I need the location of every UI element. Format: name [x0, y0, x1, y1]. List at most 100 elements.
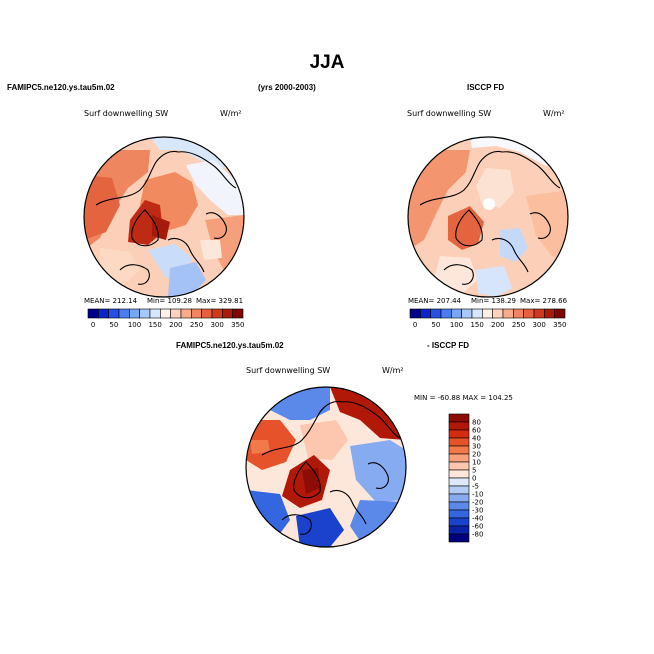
colorbar-swatch [160, 308, 171, 319]
model-map [83, 136, 245, 298]
colorbar-swatch [108, 308, 120, 319]
colorbar-tick-label: 150 [470, 321, 483, 329]
colorbar-swatch [448, 501, 470, 511]
colorbar-swatch [448, 477, 470, 487]
colorbar-swatch [502, 308, 514, 319]
colorbar-swatch [420, 308, 431, 319]
period-label: (yrs 2000-2003) [258, 83, 316, 92]
colorbar-swatch [554, 308, 566, 319]
colorbar-swatch [448, 461, 470, 471]
colorbar-tick-label: 10 [472, 459, 481, 467]
colorbar-tick-label: 30 [472, 443, 481, 451]
colorbar-tick-label: 300 [210, 321, 223, 329]
colorbar-tick-label: -20 [472, 499, 483, 507]
colorbar-swatch [448, 517, 470, 527]
colorbar-tick-label: 350 [231, 321, 244, 329]
colorbar-tick-label: 200 [491, 321, 504, 329]
colorbar-tick-label: 100 [450, 321, 463, 329]
obs-map [407, 136, 569, 298]
colorbar-tick-label: -80 [472, 531, 483, 539]
colorbar-swatch [409, 308, 421, 319]
colorbar-swatch [448, 469, 470, 479]
colorbar-tick-label: 0 [472, 475, 476, 483]
colorbar-swatch [180, 308, 192, 319]
model-min-stat: Min= 109.28 [147, 297, 193, 305]
colorbar-tick-label: 0 [91, 321, 95, 329]
colorbar-swatch [232, 308, 244, 319]
colorbar-swatch [129, 308, 140, 319]
colorbar-swatch [430, 308, 442, 319]
colorbar-tick-label: -10 [472, 491, 483, 499]
colorbar-tick-label: 20 [472, 451, 481, 459]
colorbar-swatch [533, 308, 545, 319]
colorbar-tick-label: 100 [128, 321, 141, 329]
colorbar-swatch [492, 308, 504, 319]
figure-title: JJA [309, 52, 345, 73]
colorbar-tick-label: -40 [472, 515, 483, 523]
colorbar-swatch [513, 308, 524, 319]
colorbar-swatch [87, 308, 99, 319]
colorbar-swatch [448, 413, 470, 423]
obs-mean-stat: MEAN= 207.44 [408, 297, 462, 305]
colorbar-tick-label: 5 [472, 467, 476, 475]
difference-variable-label: Surf downwelling SW [246, 366, 331, 375]
colorbar-swatch [448, 533, 470, 543]
obs-case-title: ISCCP FD [467, 83, 505, 92]
colorbar-swatch [451, 308, 462, 319]
obs-colorbar: 0 50 100 150 200 250 300 350 [409, 308, 567, 329]
obs-min-stat: Min= 138.29 [471, 297, 517, 305]
colorbar-tick-label: 0 [413, 321, 417, 329]
colorbar-tick-label: 50 [431, 321, 440, 329]
colorbar-swatch [448, 509, 470, 519]
colorbar-swatch [191, 308, 202, 319]
colorbar-swatch [448, 429, 470, 439]
colorbar-tick-label: 60 [472, 427, 481, 435]
difference-map [245, 386, 407, 548]
colorbar-swatch [523, 308, 535, 319]
colorbar-tick-label: -30 [472, 507, 483, 515]
colorbar-tick-label: 350 [553, 321, 566, 329]
colorbar-tick-label: 250 [512, 321, 525, 329]
colorbar-swatch [170, 308, 182, 319]
colorbar-tick-label: 150 [148, 321, 161, 329]
colorbar-tick-label: 250 [190, 321, 203, 329]
colorbar-swatch [471, 308, 483, 319]
colorbar-tick-label: 200 [169, 321, 182, 329]
colorbar-swatch [482, 308, 493, 319]
model-units-label: W/m² [220, 109, 242, 118]
colorbar-swatch [448, 525, 470, 535]
difference-obs-title: - ISCCP FD [427, 341, 470, 350]
colorbar-swatch [149, 308, 161, 319]
colorbar-swatch [448, 421, 470, 431]
colorbar-swatch [448, 485, 470, 495]
colorbar-swatch [211, 308, 223, 319]
model-case-title: FAMIPC5.ne120.ys.tau5m.02 [7, 83, 115, 92]
colorbar-swatch [448, 437, 470, 447]
difference-units-label: W/m² [382, 366, 404, 375]
obs-units-label: W/m² [543, 109, 565, 118]
colorbar-swatch [448, 493, 470, 503]
colorbar-swatch [440, 308, 452, 319]
colorbar-swatch [118, 308, 130, 319]
model-colorbar: 0 50 100 150 200 250 300 350 [87, 308, 245, 329]
obs-variable-label: Surf downwelling SW [407, 109, 492, 118]
colorbar-swatch [222, 308, 233, 319]
colorbar-tick-label: 80 [472, 419, 481, 427]
colorbar-tick-label: -5 [472, 483, 479, 491]
colorbar-swatch [544, 308, 555, 319]
colorbar-tick-label: 40 [472, 435, 481, 443]
colorbar-swatch [448, 453, 470, 463]
colorbar-swatch [461, 308, 473, 319]
model-max-stat: Max= 329.81 [196, 297, 244, 305]
difference-model-title: FAMIPC5.ne120.ys.tau5m.02 [176, 341, 284, 350]
colorbar-swatch [98, 308, 109, 319]
colorbar-tick-label: 300 [532, 321, 545, 329]
obs-max-stat: Max= 278.66 [520, 297, 568, 305]
colorbar-tick-label: -60 [472, 523, 483, 531]
model-mean-stat: MEAN= 212.14 [84, 297, 138, 305]
colorbar-swatch [448, 445, 470, 455]
colorbar-swatch [201, 308, 213, 319]
